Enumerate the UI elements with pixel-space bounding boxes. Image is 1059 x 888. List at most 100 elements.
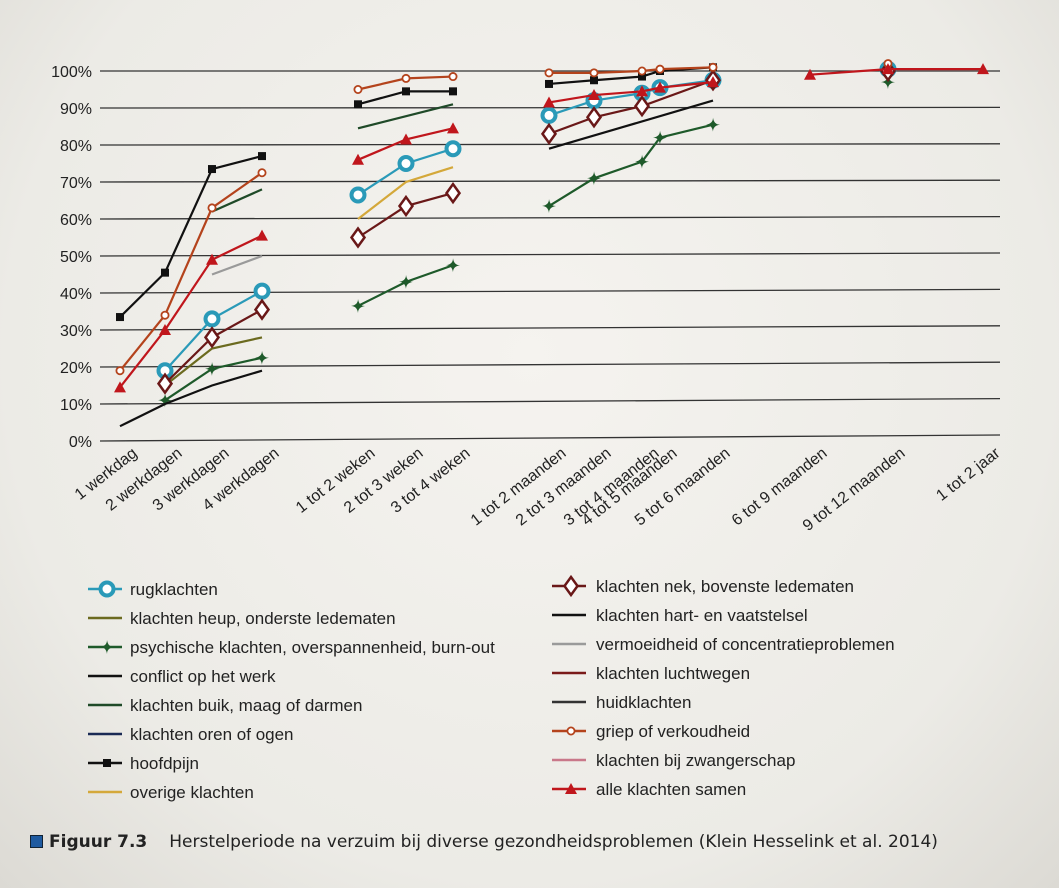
series-line xyxy=(119,155,263,318)
data-point-marker xyxy=(544,68,554,78)
legend-item: conflict op het werk xyxy=(88,667,276,686)
legend-marker xyxy=(562,574,580,598)
grid-lines xyxy=(99,70,1001,442)
series-15 xyxy=(114,63,989,393)
data-point-marker xyxy=(446,258,460,273)
legend-label: griep of verkoudheid xyxy=(596,722,750,741)
y-tick-label: 50% xyxy=(60,249,92,266)
legend-label: alle klachten samen xyxy=(596,780,746,799)
data-point-marker xyxy=(448,72,458,82)
y-tick-label: 100% xyxy=(51,64,92,81)
legend-item: klachten buik, maag of darmen xyxy=(88,696,362,715)
gridline xyxy=(99,397,1001,405)
data-point-marker xyxy=(206,253,218,265)
legend-label: klachten heup, onderste ledematen xyxy=(130,609,396,628)
series-line xyxy=(119,171,263,372)
data-point-marker xyxy=(655,64,665,74)
series-lines xyxy=(114,59,989,428)
legend-item: overige klachten xyxy=(88,783,254,802)
legend-item: hoofdpijn xyxy=(88,754,199,773)
series-6 xyxy=(116,63,892,322)
legend-item: klachten heup, onderste ledematen xyxy=(88,609,396,628)
legend-marker xyxy=(100,640,114,654)
y-tick-label: 20% xyxy=(60,360,92,377)
legend-label: klachten hart- en vaatstelsel xyxy=(596,606,808,625)
y-tick-label: 10% xyxy=(60,397,92,414)
y-tick-label: 60% xyxy=(60,212,92,229)
data-point-marker xyxy=(203,326,221,349)
data-point-marker xyxy=(354,100,362,109)
data-point-marker xyxy=(397,194,415,218)
data-point-marker xyxy=(804,68,816,80)
data-point-marker xyxy=(156,372,174,395)
legend-label: overige klachten xyxy=(130,783,254,802)
legend-item: klachten oren of ogen xyxy=(88,725,294,744)
y-tick-label: 70% xyxy=(60,175,92,192)
legend-item: klachten hart- en vaatstelsel xyxy=(552,606,808,625)
y-tick-label: 30% xyxy=(60,323,92,340)
data-point-marker xyxy=(399,274,413,289)
data-point-marker xyxy=(397,155,415,172)
figure-caption: Figuur 7.3 Herstelperiode na verzuim bij … xyxy=(30,832,938,852)
series-line xyxy=(357,166,454,220)
data-point-marker xyxy=(353,85,363,95)
figure-number: Figuur 7.3 xyxy=(49,832,148,852)
legend-item: klachten nek, bovenste ledematen xyxy=(552,574,854,598)
caption-text: Herstelperiode na verzuim bij diverse ge… xyxy=(169,832,938,852)
data-point-marker xyxy=(444,181,462,205)
data-point-marker xyxy=(352,153,364,165)
x-tick-label: 1 tot 2 weken xyxy=(293,445,378,517)
data-point-marker xyxy=(158,393,172,408)
legend-item: klachten bij zwangerschap xyxy=(552,751,795,770)
data-point-marker xyxy=(542,199,556,214)
y-tick-label: 80% xyxy=(60,138,92,155)
series-line xyxy=(548,123,714,207)
legend-item: alle klachten samen xyxy=(552,780,746,799)
series-3 xyxy=(119,369,263,428)
legend-item: vermoeidheid of concentratieproblemen xyxy=(552,635,895,654)
data-point-marker xyxy=(706,117,720,132)
data-point-marker xyxy=(160,310,170,320)
series-0 xyxy=(156,60,897,380)
data-point-marker xyxy=(653,130,667,145)
legend-label: huidklachten xyxy=(596,693,691,712)
legend-item: rugklachten xyxy=(88,580,218,599)
legend-item: psychische klachten, overspannenheid, bu… xyxy=(88,638,495,657)
legend-item: klachten luchtwegen xyxy=(552,664,750,683)
data-point-marker xyxy=(977,63,989,75)
gridline xyxy=(99,143,1001,146)
data-point-marker xyxy=(444,140,462,158)
data-point-marker xyxy=(447,122,459,134)
data-point-marker xyxy=(638,72,646,81)
caption-square-icon xyxy=(30,834,43,848)
recovery-chart: 0% 10% 20% 30% 40% 50% 60% 70% 80% 90% 100% 1 werk… xyxy=(51,59,1004,802)
series-line xyxy=(211,254,263,276)
y-tick-label: 40% xyxy=(60,286,92,303)
series-13 xyxy=(115,59,893,376)
legend-label: klachten nek, bovenste ledematen xyxy=(596,577,854,596)
series-8 xyxy=(156,59,897,395)
series-line xyxy=(164,356,263,402)
y-axis-ticks: 0% 10% 20% 30% 40% 50% 60% 70% 80% 90% 100% xyxy=(51,64,92,451)
data-point-marker xyxy=(255,350,269,365)
data-point-marker xyxy=(116,313,124,322)
data-point-marker xyxy=(540,106,558,124)
data-point-marker xyxy=(543,96,555,108)
data-point-marker xyxy=(253,282,271,300)
data-point-marker xyxy=(349,226,367,249)
data-point-marker xyxy=(882,63,894,75)
series-2 xyxy=(158,75,895,408)
series-line xyxy=(119,369,263,428)
legend: rugklachten klachten heup, onderste ledem… xyxy=(88,574,895,802)
data-point-marker xyxy=(585,106,603,129)
data-point-marker xyxy=(400,133,412,145)
data-point-marker xyxy=(207,203,217,213)
legend-label: klachten oren of ogen xyxy=(130,725,294,744)
data-point-marker xyxy=(449,87,457,96)
legend-label: conflict op het werk xyxy=(130,667,276,686)
data-point-marker xyxy=(545,79,553,88)
y-tick-label: 0% xyxy=(69,434,92,451)
data-point-marker xyxy=(205,361,219,376)
data-point-marker xyxy=(540,122,558,146)
